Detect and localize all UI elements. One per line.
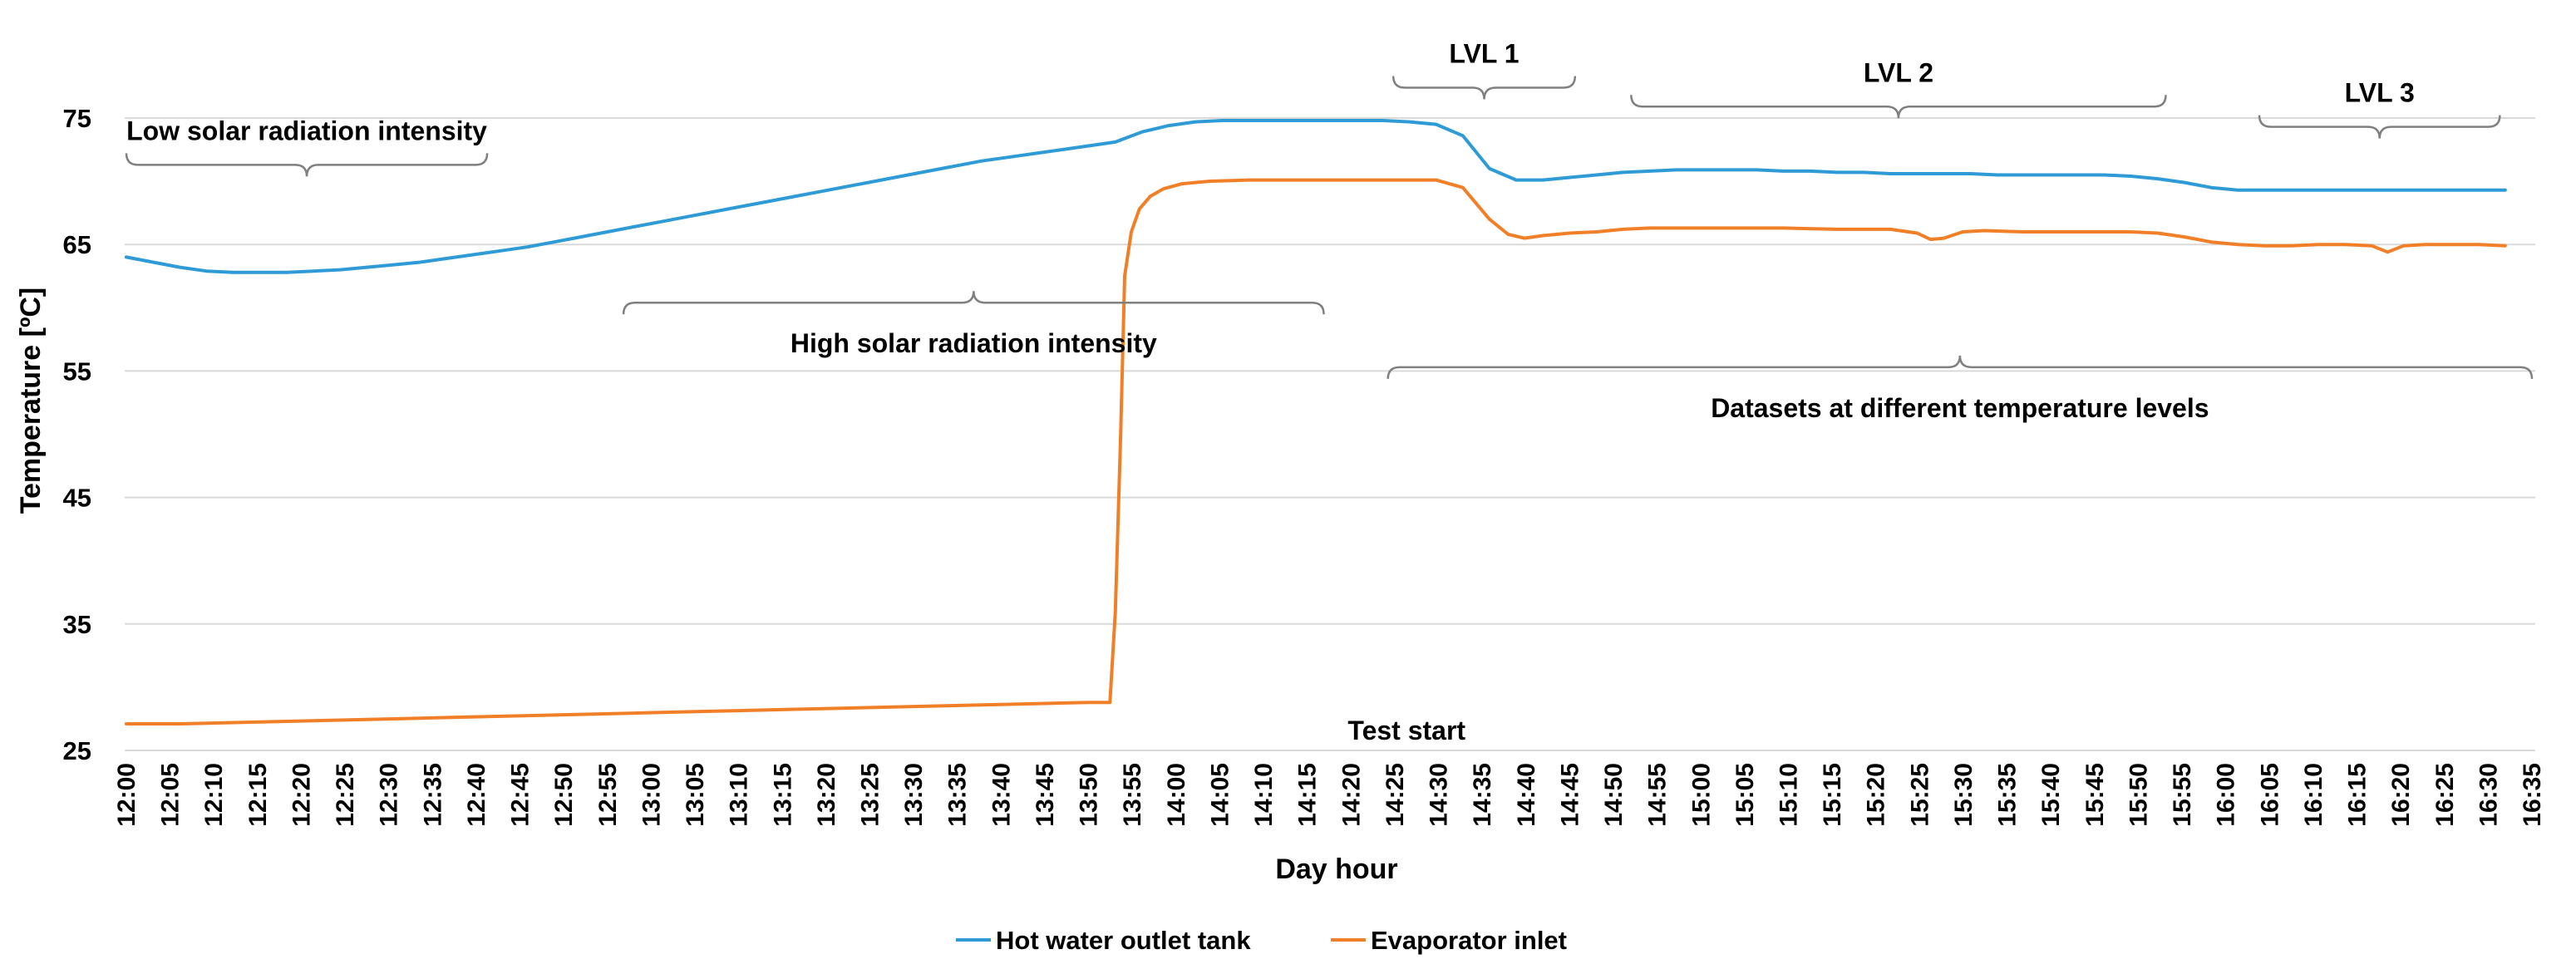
x-tick-label: 12:15 — [244, 763, 272, 827]
series-line-hot-water-outlet — [125, 119, 2507, 274]
x-tick-label: 12:25 — [332, 763, 359, 827]
y-tick-label: 35 — [63, 610, 91, 639]
x-tick-label: 12:30 — [376, 763, 403, 827]
x-tick-label: 14:10 — [1250, 763, 1278, 827]
x-tick-label: 12:20 — [288, 763, 315, 827]
x-tick-label: 16:30 — [2475, 763, 2502, 827]
y-tick-label: 65 — [63, 230, 91, 259]
x-tick-label: 12:05 — [157, 763, 185, 827]
series-line-evaporator-inlet — [125, 178, 2507, 726]
x-tick-label: 16:25 — [2431, 763, 2459, 827]
x-tick-label: 14:15 — [1294, 763, 1322, 827]
x-tick-label: 12:40 — [463, 763, 490, 827]
x-tick-label: 15:55 — [2169, 763, 2196, 827]
x-tick-label: 15:15 — [1819, 763, 1846, 827]
x-tick-label: 14:50 — [1600, 763, 1628, 827]
x-tick-label: 13:25 — [857, 763, 884, 827]
legend-label-evaporator: Evaporator inlet — [1371, 926, 1567, 955]
x-tick-label: 14:30 — [1426, 763, 1453, 827]
x-tick-label: 12:55 — [594, 763, 622, 827]
x-axis-ticks: 12:00 12:05 12:10 12:15 12:20 12:25 12:30 12:35… — [113, 763, 2546, 827]
annotation-brace — [125, 153, 489, 177]
annotations: Low solar radiation intensity High solar … — [125, 38, 2534, 745]
annotation-label: LVL 2 — [1864, 57, 1933, 87]
x-tick-label: 15:50 — [2125, 763, 2152, 827]
annotation-label: LVL 1 — [1449, 38, 1519, 68]
x-tick-label: 16:20 — [2387, 763, 2415, 827]
x-tick-label: 16:10 — [2300, 763, 2327, 827]
x-tick-label: 14:05 — [1206, 763, 1234, 827]
x-tick-label: 15:30 — [1950, 763, 1978, 827]
x-tick-label: 16:35 — [2519, 763, 2546, 827]
x-tick-label: 12:10 — [200, 763, 228, 827]
x-tick-label: 15:05 — [1731, 763, 1759, 827]
annotation-brace — [1387, 355, 2534, 379]
x-tick-label: 15:00 — [1687, 763, 1715, 827]
x-tick-label: 14:00 — [1163, 763, 1190, 827]
x-tick-label: 13:40 — [988, 763, 1015, 827]
x-tick-label: 15:45 — [2081, 763, 2109, 827]
x-tick-label: 14:40 — [1513, 763, 1540, 827]
annotation-brace — [1630, 95, 2167, 119]
y-tick-label: 45 — [63, 484, 91, 513]
x-tick-label: 13:00 — [638, 763, 665, 827]
x-tick-label: 13:05 — [682, 763, 709, 827]
x-tick-label: 13:55 — [1119, 763, 1146, 827]
x-tick-label: 12:00 — [113, 763, 140, 827]
y-tick-label: 55 — [63, 357, 91, 386]
x-tick-label: 12:35 — [419, 763, 446, 827]
annotation-label: Test start — [1347, 716, 1465, 745]
x-tick-label: 14:55 — [1644, 763, 1672, 827]
x-tick-label: 13:10 — [726, 763, 753, 827]
x-tick-label: 13:35 — [944, 763, 972, 827]
gridlines — [125, 117, 2535, 751]
x-tick-label: 16:00 — [2213, 763, 2240, 827]
annotation-brace — [622, 291, 1325, 315]
x-tick-label: 14:25 — [1382, 763, 1409, 827]
x-tick-label: 16:15 — [2344, 763, 2372, 827]
annotation-brace — [1391, 76, 1577, 100]
y-axis-title: Temperature [ºC] — [15, 288, 47, 514]
legend: Hot water outlet tank Evaporator inlet — [956, 926, 1567, 955]
x-tick-label: 12:45 — [507, 763, 534, 827]
legend-label-hot-water: Hot water outlet tank — [996, 926, 1251, 955]
x-tick-label: 15:25 — [1906, 763, 1933, 827]
y-axis-ticks: 25 35 45 55 65 75 — [63, 104, 91, 765]
x-tick-label: 13:45 — [1032, 763, 1059, 827]
x-tick-label: 15:10 — [1775, 763, 1802, 827]
x-tick-label: 13:50 — [1076, 763, 1103, 827]
y-tick-label: 75 — [63, 104, 91, 133]
x-tick-label: 14:20 — [1337, 763, 1365, 827]
annotation-label: Datasets at different temperature levels — [1711, 393, 2209, 423]
x-tick-label: 16:05 — [2256, 763, 2283, 827]
x-tick-label: 15:20 — [1863, 763, 1890, 827]
x-tick-label: 13:15 — [769, 763, 796, 827]
y-tick-label: 25 — [63, 736, 91, 765]
series-lines — [125, 119, 2507, 726]
x-tick-label: 13:30 — [900, 763, 928, 827]
annotation-label: Low solar radiation intensity — [126, 116, 487, 145]
annotation-brace — [2258, 115, 2501, 139]
x-axis-title: Day hour — [1275, 853, 1397, 885]
annotation-label: LVL 3 — [2345, 78, 2415, 108]
x-tick-label: 15:35 — [1994, 763, 2022, 827]
x-tick-label: 14:35 — [1469, 763, 1496, 827]
x-tick-label: 13:20 — [813, 763, 840, 827]
x-tick-label: 14:45 — [1556, 763, 1584, 827]
annotation-label: High solar radiation intensity — [791, 328, 1157, 358]
x-tick-label: 12:50 — [550, 763, 578, 827]
x-tick-label: 15:40 — [2037, 763, 2065, 827]
